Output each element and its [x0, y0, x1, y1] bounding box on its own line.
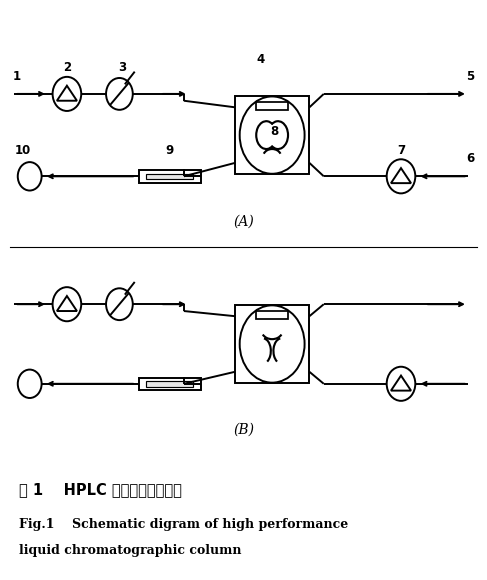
Text: 5: 5: [466, 70, 474, 83]
Text: 3: 3: [118, 61, 126, 74]
Bar: [138, 170, 201, 183]
Text: 图 1    HPLC 柱切换系统流程图: 图 1 HPLC 柱切换系统流程图: [19, 483, 182, 498]
Text: 8: 8: [270, 125, 279, 138]
Text: Fig.1    Schematic digram of high performance: Fig.1 Schematic digram of high performan…: [19, 518, 348, 531]
Bar: [138, 378, 201, 390]
Text: 6: 6: [466, 152, 474, 165]
Bar: [256, 102, 288, 110]
Text: 4: 4: [256, 53, 264, 66]
Text: (B): (B): [233, 422, 254, 436]
Bar: [256, 311, 288, 319]
Circle shape: [240, 305, 304, 383]
Circle shape: [240, 96, 304, 174]
Bar: [235, 96, 309, 174]
Bar: [146, 381, 193, 387]
Text: 10: 10: [15, 144, 31, 157]
Text: liquid chromatographic column: liquid chromatographic column: [19, 544, 242, 557]
Text: 9: 9: [166, 144, 174, 157]
Bar: [146, 173, 193, 179]
Text: 1: 1: [13, 70, 21, 83]
Text: 2: 2: [63, 61, 71, 74]
Text: (A): (A): [233, 215, 254, 229]
Text: 7: 7: [397, 144, 405, 157]
Bar: [235, 305, 309, 383]
